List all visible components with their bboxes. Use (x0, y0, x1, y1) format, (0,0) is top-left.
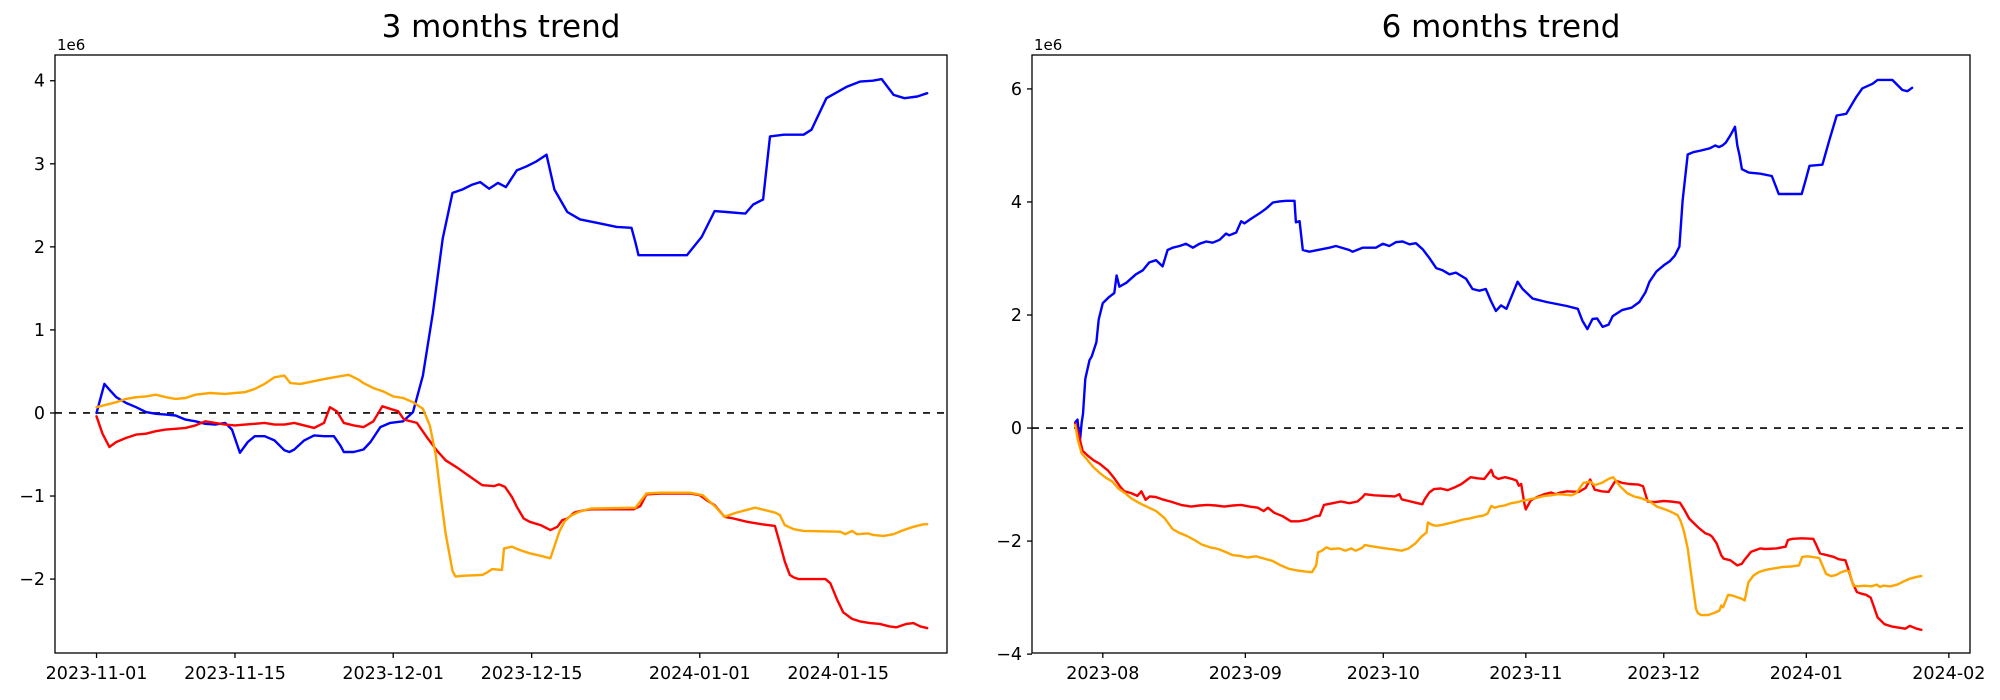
chart-title-6-months: 6 months trend (1382, 9, 1621, 45)
series-line-blue (1073, 78, 1914, 444)
x-tick-label: 2024-01 (1770, 664, 1843, 684)
series-line-red (95, 405, 929, 630)
plot-area-6-months: −4 −2 0 2 4 6 2023-08 2023-09 2023-10 2023-11 2023… (996, 54, 1985, 684)
y-tick-label: 0 (34, 404, 45, 424)
x-tick-label: 2023-12-01 (342, 664, 444, 684)
x-tick-label: 2023-08 (1066, 664, 1139, 684)
x-tick-label: 2023-11 (1489, 664, 1562, 684)
x-tick-label: 2023-10 (1347, 664, 1420, 684)
y-axis-offset-label: 1e6 (57, 36, 85, 54)
plot-spines (54, 54, 948, 654)
series-line-red (1073, 422, 1923, 631)
y-tick-label: −4 (996, 645, 1022, 665)
x-tick-label: 2023-12 (1627, 664, 1700, 684)
y-tick-label: 2 (1011, 306, 1022, 326)
y-tick-label: 2 (34, 238, 45, 258)
series-line-orange (95, 373, 929, 578)
x-tick-label: 2023-12-15 (481, 664, 583, 684)
x-tick-label: 2024-01-15 (787, 664, 889, 684)
series-line-orange (1073, 424, 1923, 617)
plot-area-3-months: −2 −1 0 1 2 3 4 2023-11-01 2023-11-15 2023-12-01 2… (19, 54, 948, 684)
plot-spines (1031, 54, 1971, 654)
y-tick-label: 1 (34, 321, 45, 341)
y-tick-label: −2 (19, 570, 45, 590)
y-tick-label: 4 (1011, 193, 1022, 213)
x-tick-label: 2023-09 (1209, 664, 1282, 684)
y-tick-label: 0 (1011, 419, 1022, 439)
chart-6-months-trend: 6 months trend 1e6 −4 −2 0 2 4 6 2023-08 2023-0… (996, 9, 1985, 684)
x-tick-label: 2023-11-01 (46, 664, 148, 684)
y-axis-offset-label: 1e6 (1034, 36, 1062, 54)
y-tick-label: 6 (1011, 80, 1022, 100)
y-tick-label: −1 (19, 487, 45, 507)
y-tick-label: 4 (34, 72, 45, 92)
chart-3-months-trend: 3 months trend 1e6 −2 −1 0 1 2 3 4 2023-11-01 20… (19, 9, 948, 684)
y-tick-label: 3 (34, 155, 45, 175)
chart-title-3-months: 3 months trend (382, 9, 621, 45)
x-tick-label: 2024-02 (1912, 664, 1985, 684)
x-tick-label: 2024-01-01 (649, 664, 751, 684)
y-tick-label: −2 (996, 532, 1022, 552)
series-line-blue (95, 77, 929, 454)
x-tick-label: 2023-11-15 (184, 664, 286, 684)
